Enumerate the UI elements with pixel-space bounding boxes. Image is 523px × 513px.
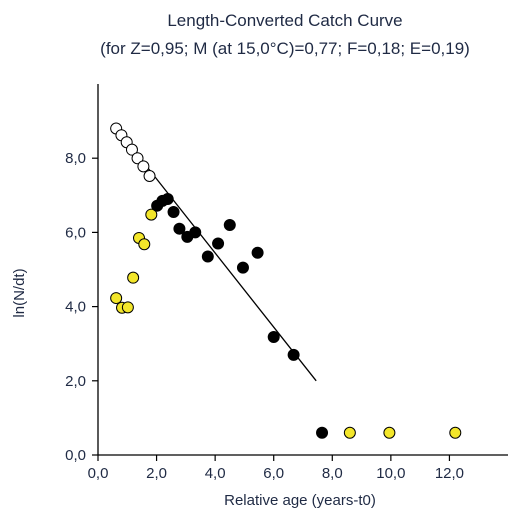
- data-point: [125, 143, 138, 156]
- x-tick-label: 4,0: [205, 465, 226, 482]
- axes: [97, 84, 508, 456]
- x-tick-label: 8,0: [322, 465, 343, 482]
- x-tick-label: 6,0: [263, 465, 284, 482]
- data-point: [189, 226, 202, 239]
- x-tick-label: 12,0: [435, 465, 464, 482]
- data-point: [383, 426, 396, 439]
- data-point: [449, 426, 462, 439]
- data-point: [287, 348, 300, 361]
- y-axis-ticks: 0,0 2,0 4,0 6,0 8,0: [65, 150, 98, 464]
- data-point: [201, 250, 214, 263]
- x-tick-label: 0,0: [88, 465, 109, 482]
- data-points: [110, 122, 462, 439]
- data-point: [267, 331, 280, 344]
- x-tick-label: 2,0: [146, 465, 167, 482]
- y-tick-label: 0,0: [65, 447, 86, 464]
- data-point: [137, 160, 150, 173]
- x-axis-label: Relative age (years-t0): [224, 492, 376, 509]
- data-point: [143, 170, 156, 183]
- y-tick-label: 8,0: [65, 150, 86, 167]
- data-point: [316, 426, 329, 439]
- x-tick-label: 10,0: [376, 465, 405, 482]
- data-point: [173, 222, 186, 235]
- data-point: [223, 218, 236, 231]
- y-tick-label: 2,0: [65, 373, 86, 390]
- regression-line-group: [115, 127, 317, 382]
- x-axis-ticks: 0,0 2,0 4,0 6,0 8,0 10,0 12,0: [88, 455, 464, 482]
- data-point: [127, 271, 140, 284]
- data-point: [251, 246, 264, 259]
- data-point: [145, 208, 158, 221]
- data-point: [212, 237, 225, 250]
- data-point: [131, 152, 144, 165]
- data-point: [110, 292, 123, 305]
- chart-title: Length-Converted Catch Curve: [167, 11, 402, 30]
- data-point: [236, 261, 249, 274]
- regression-line: [115, 127, 317, 382]
- y-axis-label: ln(N/dt): [11, 268, 28, 317]
- data-point: [343, 426, 356, 439]
- data-point: [138, 238, 151, 251]
- y-tick-label: 6,0: [65, 224, 86, 241]
- data-point: [121, 301, 134, 314]
- data-point: [161, 193, 174, 206]
- y-tick-label: 4,0: [65, 299, 86, 316]
- chart-subtitle: (for Z=0,95; M (at 15,0°C)=0,77; F=0,18;…: [100, 39, 470, 58]
- data-point: [167, 205, 180, 218]
